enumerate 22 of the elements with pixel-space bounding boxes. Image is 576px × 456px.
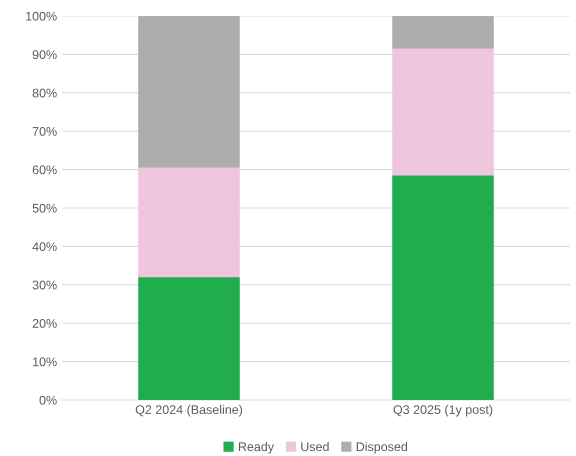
y-tick-label: 100% <box>26 12 57 21</box>
y-tick-label: 90% <box>32 50 57 60</box>
bar <box>392 175 494 400</box>
y-tick-label: 80% <box>32 88 57 98</box>
y-tick-label: 60% <box>32 165 57 174</box>
y-tick-label: 0% <box>40 396 57 405</box>
bar <box>138 277 240 400</box>
legend-label: Disposed <box>356 442 408 454</box>
x-tick-label: Q3 2025 (1y post) <box>394 404 492 417</box>
y-tick-label: 30% <box>32 280 57 290</box>
bar <box>138 168 240 278</box>
legend-label: Used <box>301 442 329 452</box>
y-tick-label: 10% <box>33 357 57 366</box>
y-tick-label: 20% <box>32 319 57 328</box>
legend-label: Ready <box>238 442 274 454</box>
y-tick-label: 40% <box>32 242 57 252</box>
y-tick-label: 50% <box>32 204 57 213</box>
bar <box>138 16 240 168</box>
bar <box>392 16 494 49</box>
x-tick-label: Q2 2024 (Baseline) <box>136 404 242 417</box>
y-tick-label: 70% <box>32 127 57 136</box>
bar <box>392 48 494 176</box>
